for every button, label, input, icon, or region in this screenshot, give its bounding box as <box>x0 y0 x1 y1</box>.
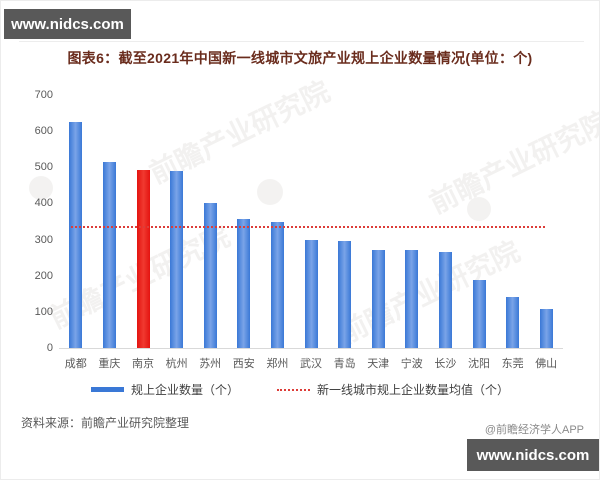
bar-highlighted <box>136 170 150 348</box>
y-tick-label: 0 <box>46 342 53 354</box>
credit-note: @前瞻经济学人APP <box>484 424 584 436</box>
website-banner-bottom: www.nidcs.com <box>467 439 599 471</box>
bar <box>539 308 553 348</box>
x-axis-label: 武汉 <box>299 358 322 370</box>
x-axis-label: 杭州 <box>165 358 188 370</box>
y-tick-label: 700 <box>34 89 53 101</box>
legend-meanline-swatch <box>277 388 310 391</box>
x-axis-label: 青岛 <box>333 358 356 370</box>
x-axis-label: 长沙 <box>434 358 457 370</box>
x-axis-label: 苏州 <box>199 358 222 370</box>
y-tick-label: 100 <box>34 305 53 318</box>
mean-line <box>71 225 545 228</box>
bar <box>304 240 318 348</box>
bar <box>472 280 486 348</box>
x-axis-label: 佛山 <box>535 358 558 370</box>
y-tick-label: 400 <box>34 197 53 210</box>
x-axis-label: 天津 <box>367 358 390 370</box>
bar <box>338 241 352 348</box>
y-tick-label: 200 <box>34 269 53 282</box>
bar <box>438 251 452 348</box>
bar <box>371 249 385 348</box>
x-axis-label: 南京 <box>131 358 154 370</box>
legend-bar-label: 规上企业数量（个） <box>130 383 239 397</box>
source-note: 资料来源：前瞻产业研究院整理 <box>21 416 190 430</box>
x-axis-label: 西安 <box>232 358 255 370</box>
legend-item-bars: 规上企业数量（个） <box>90 381 239 398</box>
chart-title: 图表6：截至2021年中国新一线城市文旅产业规上企业数量情况(单位：个) <box>67 50 533 66</box>
bar-chart: 前瞻产业研究院 前瞻产业研究院 前瞻产业研究院 前瞻产业研究院 01002003… <box>1 1 599 421</box>
bar <box>203 203 217 348</box>
bar <box>506 297 520 348</box>
x-axis-label: 郑州 <box>266 358 289 370</box>
bar <box>69 122 83 348</box>
legend: 规上企业数量（个） 新一线城市规上企业数量均值（个） <box>1 381 599 398</box>
legend-meanline-label: 新一线城市规上企业数量均值（个） <box>317 383 510 397</box>
bar <box>405 250 419 348</box>
plot-area <box>59 95 563 349</box>
legend-item-meanline: 新一线城市规上企业数量均值（个） <box>277 381 509 398</box>
y-tick-label: 300 <box>34 233 53 246</box>
y-tick-label: 500 <box>34 161 53 174</box>
x-axis-label: 东莞 <box>501 358 524 370</box>
bar <box>170 171 184 348</box>
x-axis-label: 成都 <box>64 358 87 370</box>
bar <box>237 218 251 348</box>
x-axis-label: 沈阳 <box>467 358 490 370</box>
bar <box>270 221 284 348</box>
bar <box>102 161 116 348</box>
y-tick-label: 600 <box>34 125 53 138</box>
legend-bar-swatch <box>90 387 124 392</box>
x-axis-label: 重庆 <box>98 358 121 370</box>
x-axis-label: 宁波 <box>400 358 423 370</box>
website-banner-top: www.nidcs.com <box>4 9 131 39</box>
top-divider-line <box>19 41 584 42</box>
